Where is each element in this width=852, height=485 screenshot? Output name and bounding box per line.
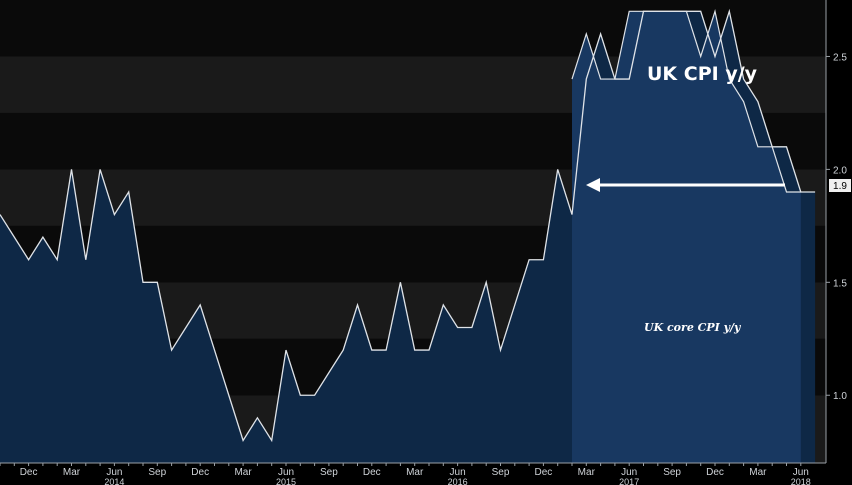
arrow-head: [586, 178, 600, 192]
x-tick-label: Sep: [663, 467, 681, 478]
x-tick-label: Mar: [63, 467, 81, 478]
series-lines: [0, 8, 816, 443]
x-tick-label: Jun: [450, 467, 466, 478]
x-tick-label: Mar: [406, 467, 424, 478]
x-tick-label: Mar: [749, 467, 767, 478]
x-year-label: 2016: [448, 477, 468, 485]
x-tick-label: Dec: [363, 467, 381, 478]
last-value-marker: 1.9: [829, 179, 851, 192]
x-tick-label: Dec: [535, 467, 553, 478]
y-tick-label: 2.5: [833, 52, 847, 63]
core-annotation-label: UK core CPI y/y: [644, 321, 742, 334]
y-tick-label: 2.0: [833, 165, 847, 176]
x-tick-label: Dec: [191, 467, 209, 478]
x-tick-label: Jun: [278, 467, 294, 478]
cpi-annotation-label: UK CPI y/y: [647, 63, 758, 85]
x-tick-label: Jun: [106, 467, 122, 478]
x-year-label: 2017: [619, 477, 639, 485]
x-tick-label: Sep: [320, 467, 338, 478]
x-year-label: 2015: [276, 477, 296, 485]
x-tick-label: Dec: [20, 467, 38, 478]
x-tick-label: Sep: [148, 467, 166, 478]
x-tick-label: Sep: [492, 467, 510, 478]
core-cpi-line: [0, 8, 816, 443]
series-areas: [0, 11, 816, 463]
x-tick-label: Mar: [234, 467, 252, 478]
x-tick-label: Mar: [578, 467, 596, 478]
cpi-area: [572, 11, 801, 463]
axes: [0, 0, 827, 464]
last-value-box: [829, 179, 851, 192]
last-value-label: 1.9: [833, 181, 847, 192]
x-tick-label: Jun: [621, 467, 637, 478]
y-tick-label: 1.5: [833, 278, 847, 289]
y-axis-ticks: 1.0 1.5 2.0 2.5: [826, 52, 847, 402]
x-year-label: 2018: [791, 477, 811, 485]
x-tick-label: Dec: [706, 467, 724, 478]
x-year-label: 2014: [104, 477, 124, 485]
x-axis-ticks: Dec Mar Jun Sep Dec Mar Jun Sep Dec Mar Jun Sep Dec M…: [0, 463, 811, 485]
y-tick-label: 1.0: [833, 391, 847, 402]
x-tick-label: Jun: [793, 467, 809, 478]
arrow-annotation: [586, 178, 785, 192]
